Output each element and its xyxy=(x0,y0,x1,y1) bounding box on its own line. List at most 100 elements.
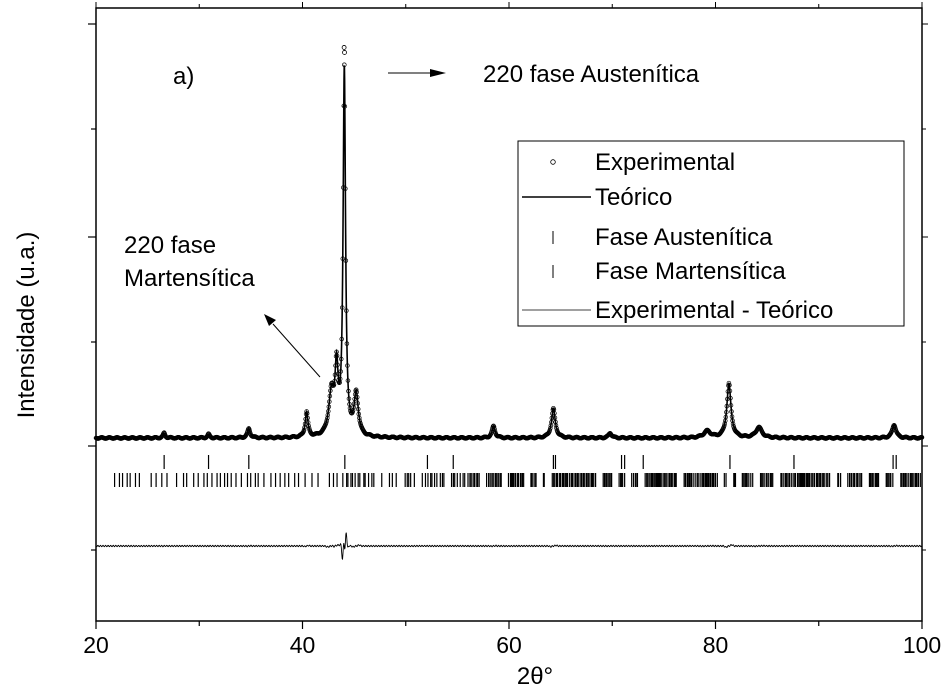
experimental-point xyxy=(919,435,925,440)
experimental-point xyxy=(548,426,553,431)
experimental-point xyxy=(342,50,347,55)
experimental-point xyxy=(724,409,729,415)
experimental-point xyxy=(325,415,330,421)
x-tick-label: 100 xyxy=(903,632,941,658)
annotation-martensitic: 220 fase Martensítica xyxy=(124,232,321,378)
experimental-point xyxy=(356,406,361,412)
experimental-series xyxy=(93,45,925,441)
experimental-point xyxy=(333,363,338,368)
annotation-austenitic: 220 fase Austenítica xyxy=(388,61,700,88)
experimental-point xyxy=(727,382,732,388)
legend-label-austenite: Fase Austenítica xyxy=(595,224,773,251)
difference-series xyxy=(95,532,922,561)
experimental-point xyxy=(344,341,350,346)
x-tick-labels: 20 40 60 80 100 xyxy=(83,632,941,658)
annotation-martensitic-arrowhead xyxy=(264,314,276,326)
experimental-point xyxy=(553,423,559,428)
experimental-point xyxy=(334,353,340,359)
x-axis-ticks xyxy=(95,621,923,629)
experimental-point xyxy=(552,411,557,416)
experimental-point xyxy=(324,420,329,425)
annotation-martensitic-line2: Martensítica xyxy=(124,265,255,292)
legend-label-martensite: Fase Martensítica xyxy=(595,258,786,285)
legend: Experimental Teórico Fase Austenítica Fa… xyxy=(517,140,905,327)
experimental-point xyxy=(340,305,345,310)
experimental-point xyxy=(332,372,338,378)
legend-symbol-experimental xyxy=(550,159,556,165)
experimental-point xyxy=(304,411,310,416)
legend-box xyxy=(517,140,905,327)
martensite-phase-ticks xyxy=(113,473,921,487)
experimental-point xyxy=(492,426,497,432)
top-axis-ticks xyxy=(95,2,923,8)
experimental-point xyxy=(301,427,307,433)
experimental-point xyxy=(345,363,350,368)
experimental-point xyxy=(891,422,897,428)
x-tick-label: 20 xyxy=(83,632,109,658)
experimental-point xyxy=(344,308,349,313)
experimental-point xyxy=(337,376,343,382)
legend-label-experimental: Experimental xyxy=(595,149,735,176)
x-tick-label: 60 xyxy=(496,632,522,658)
experimental-point xyxy=(328,388,333,393)
experimental-point xyxy=(724,403,730,409)
experimental-point xyxy=(354,389,359,395)
y-axis-label: Intensidade (u.a.) xyxy=(13,232,40,419)
experimental-point xyxy=(549,419,554,425)
experimental-point xyxy=(346,388,351,394)
experimental-point xyxy=(339,336,344,342)
experimental-point xyxy=(343,258,349,263)
experimental-point xyxy=(549,415,555,421)
experimental-point xyxy=(327,393,333,399)
experimental-point xyxy=(343,186,348,191)
austenite-phase-ticks xyxy=(163,455,897,469)
y-axis-ticks xyxy=(88,23,96,551)
experimental-point xyxy=(305,415,310,421)
difference-line xyxy=(95,532,922,561)
experimental-point xyxy=(491,424,497,430)
experimental-point xyxy=(492,429,498,434)
experimental-point xyxy=(726,380,732,386)
experimental-point xyxy=(350,409,355,415)
annotation-martensitic-line1: 220 fase xyxy=(124,232,216,259)
experimental-point xyxy=(350,407,356,413)
experimental-point xyxy=(730,421,736,427)
experimental-point xyxy=(728,403,734,408)
annotation-martensitic-arrow-line xyxy=(272,323,321,378)
experimental-point xyxy=(335,362,340,368)
experimental-point xyxy=(725,396,730,402)
experimental-point xyxy=(727,388,733,394)
panel-label: a) xyxy=(173,63,194,90)
experimental-point xyxy=(730,418,735,423)
x-tick-label: 40 xyxy=(290,632,316,658)
right-axis-ticks xyxy=(922,23,928,551)
experimental-point xyxy=(338,369,343,374)
experimental-point xyxy=(326,409,331,414)
x-tick-label: 80 xyxy=(703,632,729,658)
experimental-point xyxy=(345,378,351,383)
annotation-austenitic-text: 220 fase Austenítica xyxy=(483,61,700,88)
experimental-point xyxy=(722,421,728,426)
experimental-point xyxy=(357,418,363,424)
experimental-point xyxy=(346,396,352,401)
experimental-point xyxy=(324,418,330,423)
experimental-point xyxy=(326,404,332,410)
experimental-point xyxy=(354,394,360,400)
experimental-point xyxy=(729,409,734,414)
experimental-point xyxy=(353,387,359,392)
experimental-point xyxy=(489,428,495,433)
experimental-point xyxy=(340,256,346,261)
experimental-point xyxy=(341,45,347,50)
experimental-point xyxy=(728,395,733,401)
experimental-point xyxy=(723,414,729,420)
experimental-point xyxy=(722,423,727,428)
experimental-point xyxy=(306,423,311,429)
experimental-point xyxy=(357,415,362,421)
experimental-point xyxy=(547,428,553,433)
experimental-point xyxy=(335,371,341,377)
experimental-point xyxy=(355,401,360,406)
annotation-austenitic-arrowhead xyxy=(430,69,446,77)
legend-label-teorico: Teórico xyxy=(595,184,672,211)
experimental-point xyxy=(332,379,337,384)
